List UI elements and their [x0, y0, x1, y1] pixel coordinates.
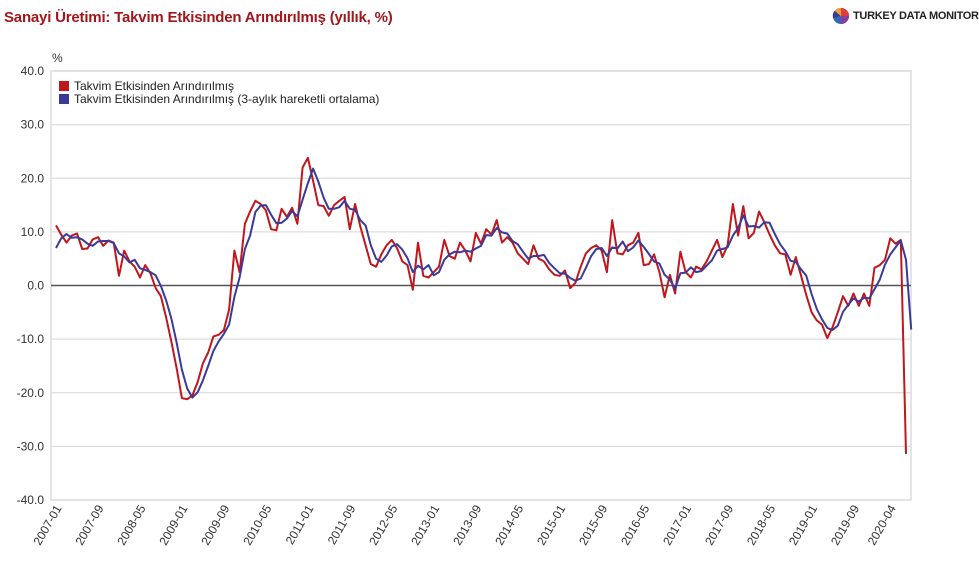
- legend-swatch-moving-average: [59, 94, 69, 104]
- x-tick-label: 2019-09: [828, 502, 862, 547]
- y-tick-label: 30.0: [21, 118, 45, 132]
- legend: Takvim Etkisinden Arındırılmış Takvim Et…: [59, 79, 379, 106]
- chart-title: Sanayi Üretimi: Takvim Etkisinden Arındı…: [4, 9, 393, 26]
- y-tick-label: 20.0: [21, 171, 45, 185]
- x-tick-label: 2015-01: [534, 502, 568, 547]
- x-tick-label: 2016-05: [618, 502, 652, 547]
- data-points: [55, 157, 912, 454]
- legend-label-moving-average: Takvim Etkisinden Arındırılmış (3-aylık …: [74, 92, 379, 106]
- series-points-0: [55, 157, 907, 454]
- y-tick-label: -20.0: [17, 386, 45, 400]
- legend-swatch-raw: [59, 81, 69, 91]
- series-line-raw: [55, 156, 907, 454]
- y-tick-label: 40.0: [21, 64, 45, 78]
- x-tick-label: 2011-01: [283, 502, 317, 547]
- x-tick-label: 2009-09: [198, 502, 232, 547]
- y-tick-label: 10.0: [21, 225, 45, 239]
- x-tick-label: 2020-04: [865, 502, 899, 547]
- x-tick-label: 2013-01: [408, 502, 442, 547]
- x-tick-label: 2019-01: [786, 502, 820, 547]
- x-tick-label: 2012-05: [366, 502, 400, 547]
- y-tick-label: 0.0: [27, 279, 44, 293]
- y-tick-label: -10.0: [17, 332, 45, 346]
- x-tick-label: 2015-09: [576, 502, 610, 547]
- x-tick-label: 2010-05: [240, 502, 274, 547]
- x-tick-label: 2007-01: [30, 502, 64, 547]
- x-tick-label: 2008-05: [114, 502, 148, 547]
- y-axis-unit-label: %: [52, 51, 63, 65]
- x-axis-ticks: 2007-01 2007-09 2008-05 2009-01 2009-09 2010-…: [30, 502, 899, 547]
- y-tick-label: -40.0: [17, 493, 45, 507]
- legend-label-raw: Takvim Etkisinden Arındırılmış: [74, 79, 234, 93]
- x-tick-label: 2014-05: [492, 502, 526, 547]
- x-tick-label: 2017-09: [702, 502, 736, 547]
- x-tick-label: 2011-09: [325, 502, 359, 547]
- series-points-1: [55, 168, 912, 398]
- y-tick-label: -30.0: [17, 439, 45, 453]
- x-tick-label: 2007-09: [72, 502, 106, 547]
- x-tick-label: 2017-01: [660, 502, 694, 547]
- y-axis-ticks: 40.0 30.0 20.0 10.0 0.0 -10.0 -20.0 -30.0 -40.0: [17, 64, 45, 507]
- series-line-moving-average: [55, 167, 913, 399]
- x-tick-label: 2013-09: [450, 502, 484, 547]
- brand-logo: TURKEY DATA MONITOR: [832, 7, 979, 25]
- pie-logo-icon: [832, 7, 850, 25]
- x-tick-label: 2018-05: [744, 502, 778, 547]
- x-tick-label: 2009-01: [156, 502, 190, 547]
- brand-name: TURKEY DATA MONITOR: [853, 10, 979, 22]
